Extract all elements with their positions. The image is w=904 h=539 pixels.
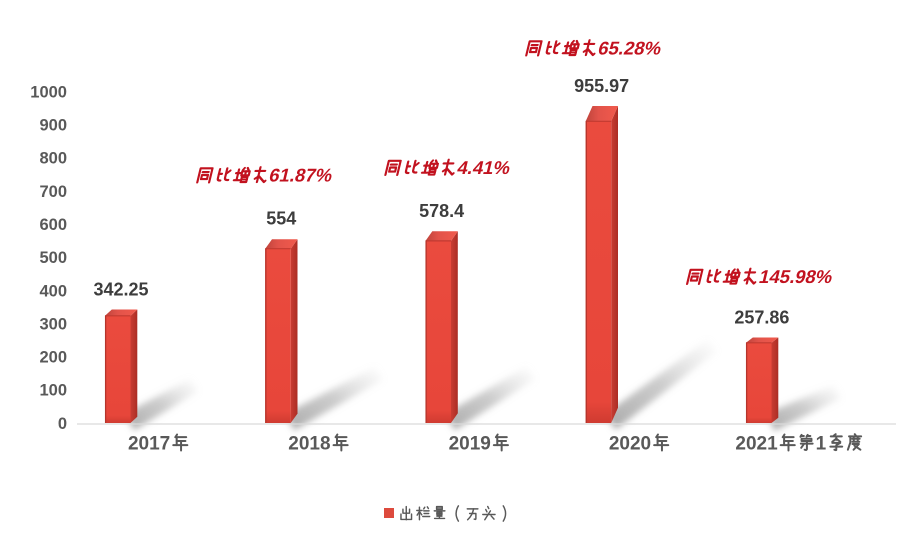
svg-text:955.97: 955.97 <box>574 76 629 96</box>
svg-text:300: 300 <box>39 315 67 333</box>
svg-text:500: 500 <box>39 249 67 267</box>
svg-text:1: 1 <box>816 433 827 454</box>
svg-text:342.25: 342.25 <box>93 279 148 299</box>
svg-text:554: 554 <box>266 208 296 228</box>
svg-text:200: 200 <box>39 349 67 367</box>
svg-text:2018: 2018 <box>288 433 330 454</box>
svg-text:257.86: 257.86 <box>734 307 789 327</box>
svg-text:61.87%: 61.87% <box>267 165 335 186</box>
svg-text:400: 400 <box>39 282 67 300</box>
svg-text:900: 900 <box>39 117 67 135</box>
svg-text:65.28%: 65.28% <box>596 38 664 59</box>
svg-text:578.4: 578.4 <box>419 201 464 221</box>
svg-text:4.41%: 4.41% <box>455 157 513 178</box>
svg-text:2019: 2019 <box>449 433 491 454</box>
svg-text:145.98%: 145.98% <box>757 266 835 287</box>
svg-text:1000: 1000 <box>30 83 67 101</box>
svg-text:0: 0 <box>58 415 67 433</box>
svg-text:100: 100 <box>39 382 67 400</box>
svg-text:2020: 2020 <box>609 433 651 454</box>
svg-text:2017: 2017 <box>128 433 170 454</box>
svg-text:800: 800 <box>39 150 67 168</box>
svg-text:600: 600 <box>39 216 67 234</box>
svg-text:700: 700 <box>39 183 67 201</box>
svg-text:2021: 2021 <box>735 433 778 454</box>
